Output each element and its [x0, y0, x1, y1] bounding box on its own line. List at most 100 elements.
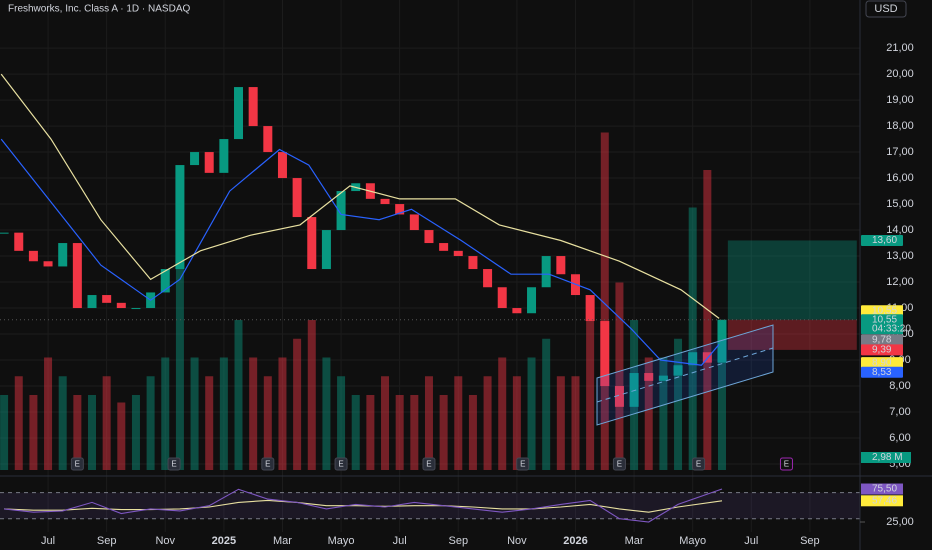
rsi-tag — [861, 483, 903, 495]
volume-bar — [249, 357, 258, 470]
y-tick-label: 18,00 — [886, 120, 914, 132]
x-tick-label: Jul — [744, 535, 758, 547]
candle — [0, 232, 9, 234]
earnings-marker — [692, 457, 706, 471]
volume-bar — [439, 395, 448, 470]
y-tick-label: 20,00 — [886, 68, 914, 80]
volume-tag-label: 2,98 M — [872, 452, 903, 463]
price-tag — [861, 334, 903, 346]
x-tick-label: Sep — [448, 535, 468, 547]
candle — [673, 365, 683, 376]
price-tag — [861, 305, 903, 317]
candle — [658, 375, 668, 381]
volume-bar — [161, 357, 170, 470]
earnings-label: E — [265, 460, 270, 469]
volume-bar — [58, 376, 67, 470]
price-tag-label: 9,39 — [872, 345, 892, 356]
volume-bar — [131, 395, 140, 470]
volume-bar — [14, 376, 23, 470]
candle — [131, 308, 141, 310]
volume-bar — [688, 207, 697, 470]
earnings-marker — [612, 457, 626, 471]
volume-bar — [717, 358, 726, 470]
candle — [43, 261, 53, 267]
x-tick-label: 2025 — [212, 535, 236, 547]
currency[interactable]: USD — [874, 3, 897, 15]
y-tick-label: 14,00 — [886, 224, 914, 236]
earnings-label: E — [338, 460, 343, 469]
earnings-marker — [516, 457, 530, 471]
rsi-tick-label: 25,00 — [886, 516, 914, 528]
price-tag-label: 8,90 — [872, 357, 892, 368]
volume-bar — [556, 376, 565, 470]
volume-bar — [175, 245, 184, 470]
y-tick-label: 16,00 — [886, 172, 914, 184]
earnings-marker — [779, 457, 793, 471]
price-tag-label: 8,53 — [872, 367, 892, 378]
earnings-label: E — [617, 460, 622, 469]
y-tick-label: 19,00 — [886, 94, 914, 106]
volume-bar — [234, 320, 243, 470]
candle — [527, 287, 537, 314]
x-tick-label: Nov — [507, 535, 527, 547]
candle — [644, 373, 654, 381]
candle — [556, 256, 566, 275]
y-tick-label: 17,00 — [886, 146, 914, 158]
volume-bar — [410, 395, 419, 470]
volume-bar — [337, 376, 346, 470]
price-tag-countdown: 04:33:20 — [872, 323, 911, 334]
candle — [204, 152, 214, 173]
currency-box[interactable] — [865, 0, 907, 18]
x-tick-label: Sep — [800, 535, 820, 547]
candle — [380, 198, 390, 205]
candle — [160, 269, 170, 293]
price-tag-label: 9,78 — [872, 334, 892, 345]
y-tick-label: 15,00 — [886, 198, 914, 210]
earnings-label: E — [520, 460, 525, 469]
earnings-label: E — [171, 460, 176, 469]
x-tick-label: Nov — [155, 535, 175, 547]
volume-tag — [861, 452, 911, 463]
candle — [321, 230, 331, 270]
candle — [512, 308, 522, 314]
moving-average — [0, 138, 720, 366]
volume-bar — [659, 357, 668, 470]
volume-bar — [278, 357, 287, 470]
earnings-label: E — [426, 460, 431, 469]
volume-bar — [366, 395, 375, 470]
candle — [541, 256, 551, 288]
volume-bar — [263, 376, 272, 470]
candle — [292, 178, 302, 218]
x-tick-label: Mar — [273, 535, 292, 547]
candle — [585, 295, 595, 322]
volume-bar — [586, 320, 595, 470]
candle — [116, 302, 126, 309]
rsi-tag-label: 57,46 — [872, 495, 897, 506]
volume-bar — [512, 376, 521, 470]
candle — [175, 165, 185, 270]
volume-bar — [88, 395, 97, 470]
candle — [336, 191, 346, 231]
earnings-marker — [261, 457, 275, 471]
earnings-marker — [70, 457, 84, 471]
y-tick-label: 8,00 — [889, 380, 910, 392]
x-tick-label: Jul — [41, 535, 55, 547]
candle — [483, 269, 493, 288]
y-tick-label: 12,00 — [886, 276, 914, 288]
candle — [409, 214, 419, 231]
candle — [248, 87, 258, 127]
candle — [424, 230, 434, 244]
earnings-marker — [422, 457, 436, 471]
volume-bar — [102, 376, 111, 470]
position-target — [727, 240, 857, 320]
candle — [453, 250, 463, 257]
volume-bar — [542, 338, 551, 470]
candle — [219, 139, 229, 173]
candle — [688, 352, 698, 366]
volume-bar — [146, 376, 155, 470]
x-tick-label: Jul — [393, 535, 407, 547]
rsi-ma-line — [4, 499, 723, 513]
